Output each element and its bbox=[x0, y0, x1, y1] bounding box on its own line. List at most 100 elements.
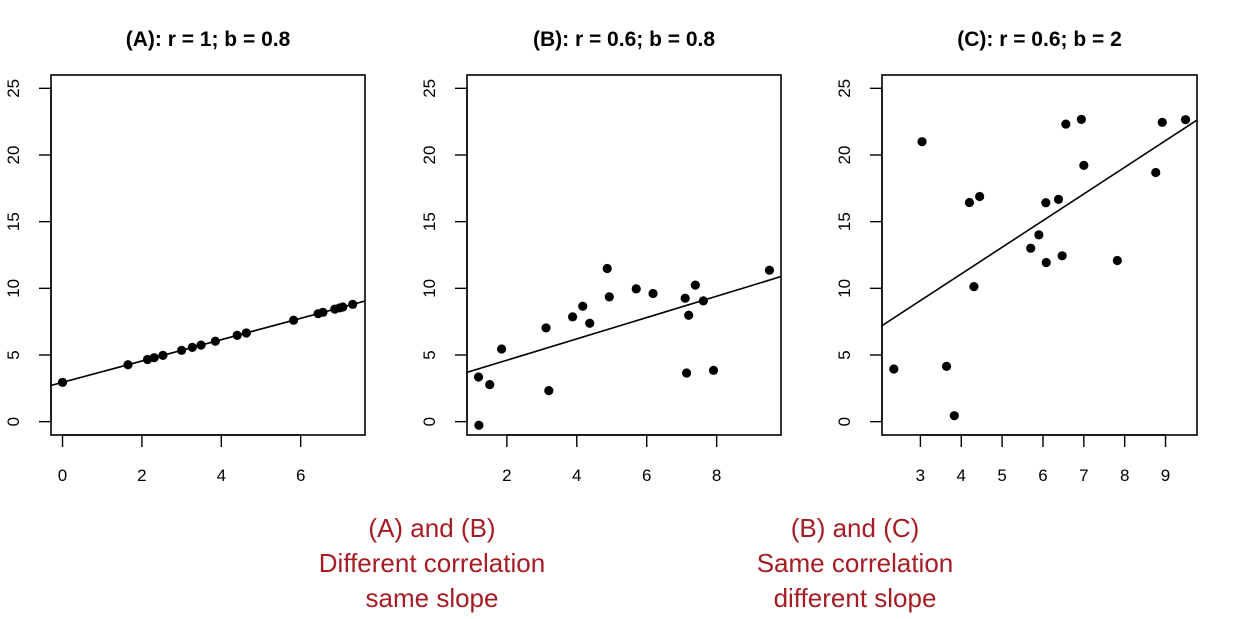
annotation-line: (A) and (B) bbox=[368, 513, 495, 543]
panel-title: (A): r = 1; b = 0.8 bbox=[126, 28, 291, 51]
x-tick-label: 5 bbox=[997, 466, 1006, 485]
data-point bbox=[681, 368, 692, 378]
y-tick-label: 25 bbox=[4, 79, 23, 98]
plot-frame bbox=[466, 74, 782, 436]
regression-line bbox=[882, 119, 1197, 327]
data-point bbox=[177, 345, 187, 355]
data-point bbox=[1057, 251, 1067, 261]
data-point bbox=[1076, 114, 1086, 124]
y-tick-label: 15 bbox=[4, 212, 23, 231]
data-point bbox=[969, 282, 979, 292]
regression-line bbox=[51, 300, 365, 387]
data-point bbox=[684, 310, 694, 320]
data-point bbox=[210, 336, 220, 346]
annotation-line: Different correlation bbox=[319, 548, 545, 578]
y-tick-label: 5 bbox=[420, 350, 439, 359]
x-tick-label: 4 bbox=[217, 466, 226, 485]
data-point bbox=[975, 191, 985, 202]
annotation-2: (B) and (C) Same correlation different slo… bbox=[757, 513, 954, 613]
data-point bbox=[57, 377, 68, 387]
y-tick-label: 20 bbox=[420, 146, 439, 165]
data-point bbox=[708, 365, 719, 375]
data-point bbox=[123, 360, 133, 370]
data-point bbox=[680, 293, 690, 303]
x-tick-label: 4 bbox=[572, 466, 581, 485]
x-tick-label: 4 bbox=[957, 466, 966, 485]
data-point bbox=[585, 318, 595, 328]
data-point bbox=[149, 353, 159, 363]
data-point bbox=[1034, 230, 1044, 240]
y-tick-label: 20 bbox=[4, 146, 23, 165]
y-tick-label: 10 bbox=[4, 279, 23, 298]
data-point bbox=[158, 350, 168, 360]
y-tick-label: 10 bbox=[835, 279, 854, 298]
data-point bbox=[889, 364, 899, 374]
x-tick-label: 3 bbox=[916, 466, 925, 485]
x-tick-label: 2 bbox=[502, 466, 511, 485]
data-point bbox=[187, 342, 197, 352]
data-point bbox=[541, 323, 551, 333]
x-tick-label: 7 bbox=[1079, 466, 1088, 485]
panel-title: (C): r = 0.6; b = 2 bbox=[957, 28, 1122, 51]
data-point bbox=[241, 328, 251, 338]
data-point bbox=[567, 312, 578, 322]
data-point bbox=[949, 411, 959, 421]
data-point bbox=[964, 197, 975, 208]
data-point bbox=[1180, 115, 1191, 125]
y-tick-label: 0 bbox=[835, 417, 854, 426]
annotation-line: same slope bbox=[366, 583, 499, 613]
data-point bbox=[602, 263, 612, 274]
data-point bbox=[232, 330, 242, 340]
x-tick-label: 8 bbox=[1120, 466, 1129, 485]
panel-b: (B): r = 0.6; b = 0.8 2 4 6 8 0 5 10 15 20 25 bbox=[420, 28, 782, 485]
data-point bbox=[288, 315, 299, 325]
y-tick-label: 0 bbox=[420, 417, 439, 426]
plot-frame bbox=[50, 74, 366, 436]
data-point bbox=[690, 280, 700, 290]
data-point bbox=[1112, 255, 1122, 266]
data-point bbox=[578, 301, 588, 311]
data-point bbox=[764, 265, 775, 275]
plot-frame bbox=[881, 74, 1198, 436]
data-point bbox=[604, 292, 614, 302]
panel-title: (B): r = 0.6; b = 0.8 bbox=[533, 28, 715, 51]
data-point bbox=[348, 299, 358, 309]
data-point bbox=[473, 372, 484, 382]
data-point bbox=[648, 288, 658, 299]
y-tick-label: 20 bbox=[835, 146, 854, 165]
data-point bbox=[1026, 243, 1036, 253]
data-point bbox=[1079, 160, 1089, 170]
data-point bbox=[497, 344, 507, 354]
data-point bbox=[474, 420, 484, 430]
data-point bbox=[1151, 167, 1161, 178]
x-tick-label: 2 bbox=[137, 466, 146, 485]
y-tick-label: 25 bbox=[835, 79, 854, 98]
y-tick-label: 15 bbox=[420, 212, 439, 231]
data-point bbox=[1041, 198, 1051, 208]
y-tick-label: 10 bbox=[420, 279, 439, 298]
data-point bbox=[196, 340, 206, 350]
y-tick-label: 25 bbox=[420, 79, 439, 98]
data-point bbox=[631, 284, 641, 294]
data-point bbox=[1053, 194, 1064, 204]
panel-a: (A): r = 1; b = 0.8 0 2 4 6 0 5 10 15 20 25 bbox=[4, 28, 366, 485]
x-tick-label: 6 bbox=[1038, 466, 1047, 485]
x-tick-label: 8 bbox=[712, 466, 721, 485]
x-tick-label: 0 bbox=[58, 466, 67, 485]
data-point bbox=[1157, 117, 1167, 127]
regression-line bbox=[467, 275, 781, 374]
annotation-1: (A) and (B) Different correlation same slo… bbox=[319, 513, 545, 613]
annotation-line: Same correlation bbox=[757, 548, 954, 578]
data-point bbox=[1061, 119, 1071, 129]
data-point bbox=[1041, 257, 1051, 268]
annotation-line: different slope bbox=[774, 583, 937, 613]
x-tick-label: 6 bbox=[642, 466, 651, 485]
y-tick-label: 15 bbox=[835, 212, 854, 231]
data-point bbox=[544, 386, 554, 396]
data-point bbox=[485, 380, 495, 390]
y-tick-label: 5 bbox=[4, 350, 23, 359]
data-point bbox=[698, 296, 708, 306]
x-tick-label: 6 bbox=[296, 466, 305, 485]
x-tick-label: 9 bbox=[1161, 466, 1170, 485]
panel-c: (C): r = 0.6; b = 2 3 4 5 6 7 8 9 0 5 10 15 20 25 bbox=[835, 28, 1198, 485]
